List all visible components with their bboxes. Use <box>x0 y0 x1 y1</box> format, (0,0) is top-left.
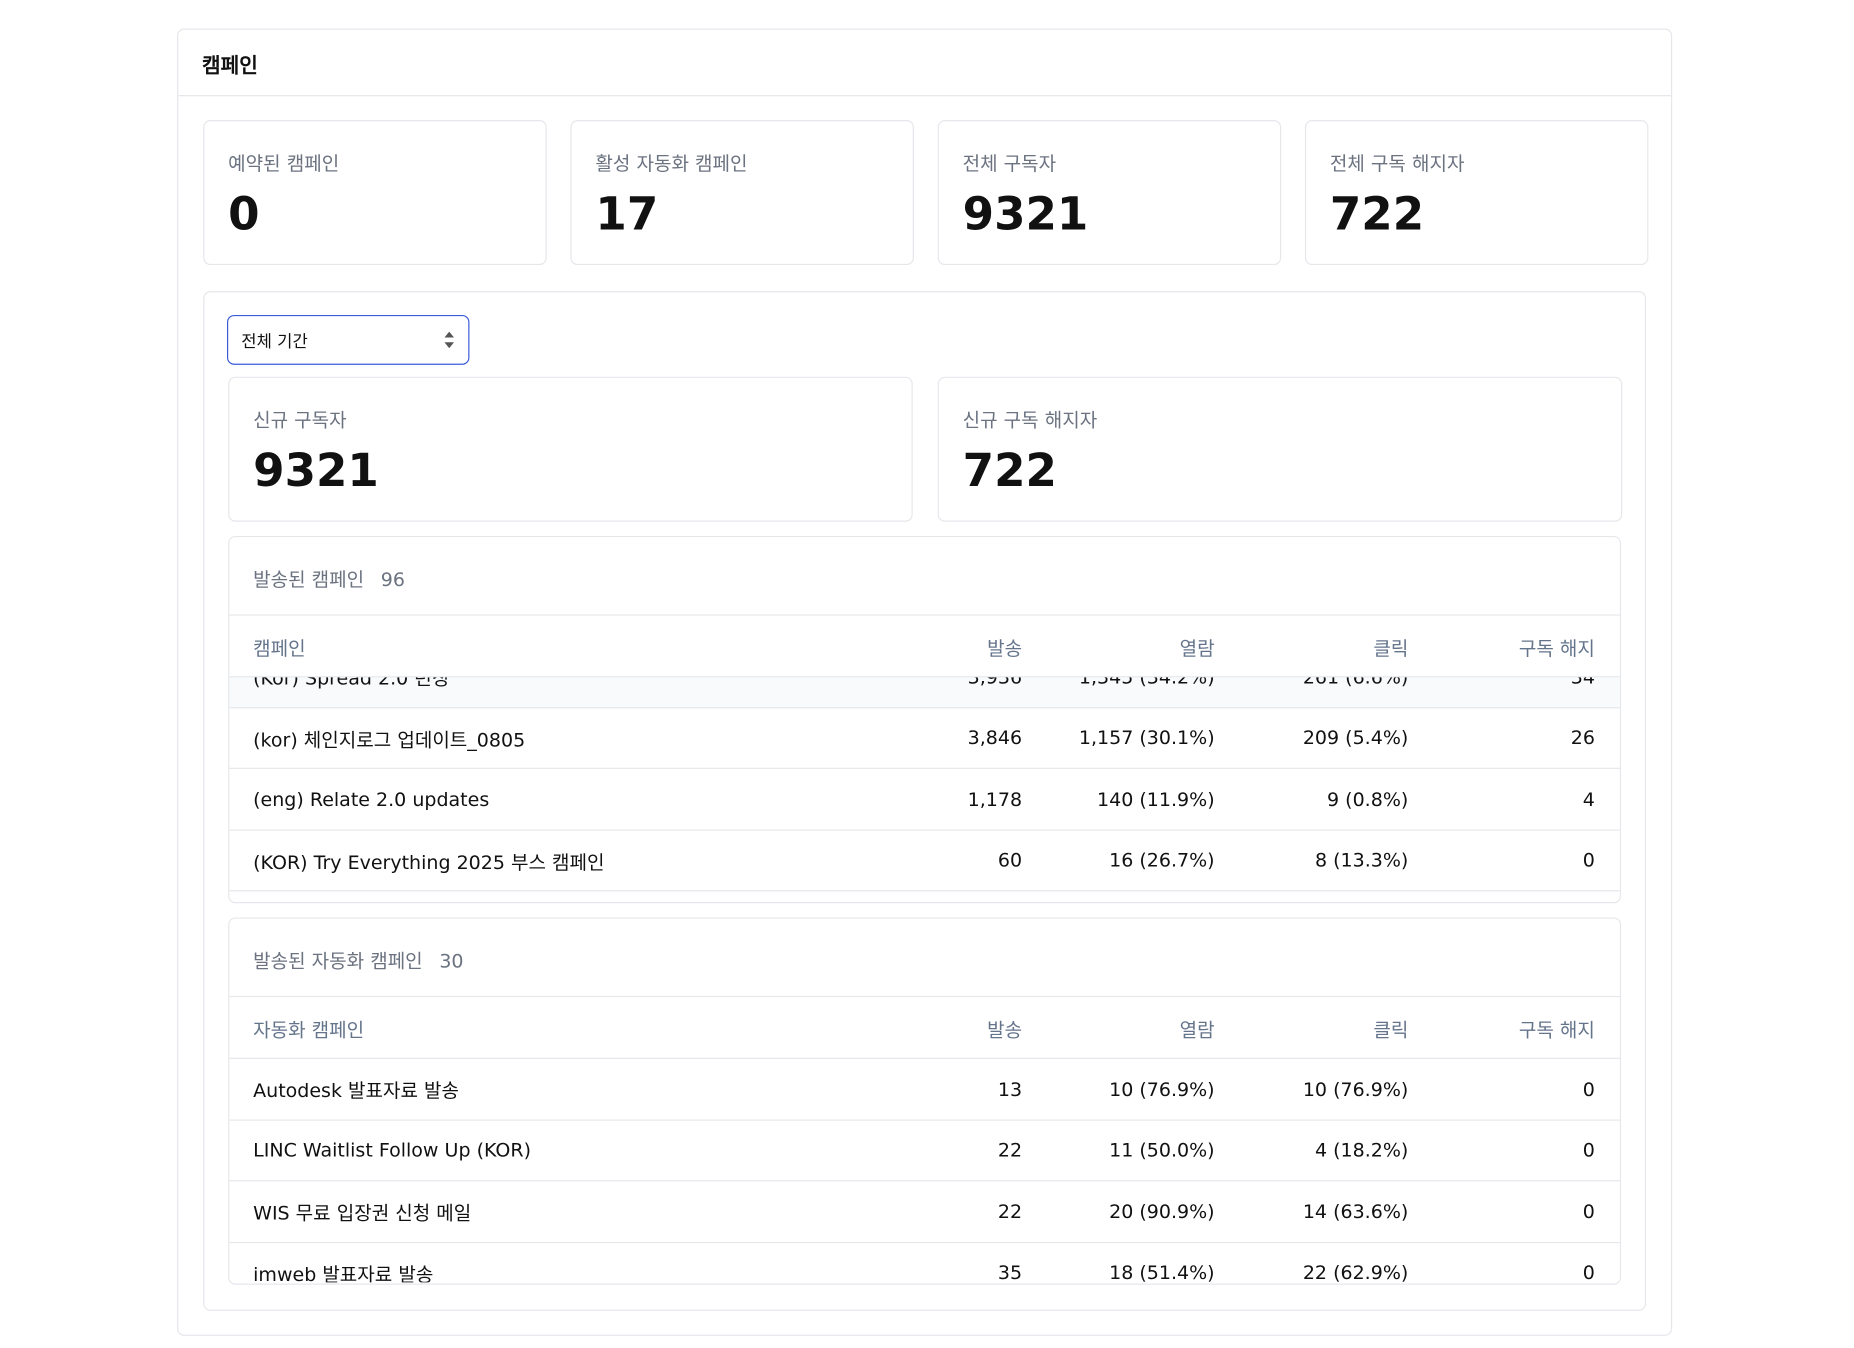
stat-label: 신규 구독자 <box>253 408 347 432</box>
column-label: 열람 <box>1179 636 1215 660</box>
campaign-panel: 캠페인 <box>177 28 1673 1336</box>
cell: (eng) Relate 2.0 updates <box>253 787 490 811</box>
column-header: 캠페인 발송 열람 클릭 구독 해지 <box>229 616 1620 678</box>
column-label: 구독 해지 <box>1518 1017 1595 1041</box>
cell: (kor) 체인지로그 업데이트_0805 <box>253 728 526 751</box>
cell: Autodesk 발표자료 발송 <box>253 1079 460 1102</box>
cell: 14 (63.6%) <box>1302 1200 1409 1223</box>
table-row[interactable]: (kor) 체인지로그 업데이트_0805 3,846 1,157 (30.1%) 2… <box>229 708 1620 769</box>
cell: 20 (90.9%) <box>1109 1200 1215 1223</box>
table-body: Autodesk 발표자료 발송 13 10 (76.9%) 10 (76.9%) 0 L… <box>229 1059 1620 1283</box>
stat-label: 전체 구독 해지자 <box>1329 152 1465 175</box>
stat-label: 활성 자동화 캠페인 <box>595 152 748 175</box>
title: 발송된 자동화 캠페인 <box>253 949 423 973</box>
cell: 4 <box>1582 787 1595 811</box>
table-row[interactable]: (Kor) Spread 2.0 런칭 3,9361,345 (34.2%)261… <box>229 677 1620 708</box>
cell: 26 <box>1570 726 1595 750</box>
cell: 18 (51.4%) <box>1109 1261 1215 1283</box>
cell: 140 (11.9%) <box>1097 787 1215 811</box>
cell: 0 <box>1582 1077 1595 1101</box>
cell: LINC Waitlist Follow Up (KOR) <box>253 1138 532 1162</box>
table-title: 발송된 자동화 캠페인 30 <box>229 919 1620 998</box>
cell: 3,846 <box>967 726 1023 750</box>
cell: WIS 무료 입장권 신청 메일 <box>253 1201 472 1225</box>
stat-value: 9321 <box>962 187 1089 241</box>
cell: (Kor) Spread 2.0 런칭 <box>253 677 450 690</box>
title: 발송된 캠페인 <box>253 568 365 591</box>
cell: 22 (62.9%) <box>1302 1261 1409 1283</box>
cell: 10 (76.9%) <box>1302 1077 1409 1101</box>
column-label: 발송 <box>987 636 1023 660</box>
cell: 9 (0.8%) <box>1327 787 1409 811</box>
select-arrows <box>444 331 454 349</box>
campaigns-table: 발송된 캠페인 96 캠페인 발송 열람 클릭 구독 해지 (Kor) Spread 2.0 … <box>228 535 1622 904</box>
cell: 1,178 <box>967 787 1023 811</box>
stat-value: 9321 <box>253 444 379 497</box>
stat-card: 예약된 캠페인 0 <box>203 120 547 266</box>
cell: 22 <box>997 1138 1023 1162</box>
stat-card: 전체 구독 해지자 722 <box>1304 120 1649 266</box>
table-row[interactable]: WIS 무료 입장권 신청 메일 22 20 (90.9%) 14 (63.6%) 0 <box>229 1181 1620 1243</box>
cell: imweb 발표자료 발송 <box>253 1263 434 1283</box>
table-row[interactable]: LINC Waitlist Follow Up (KOR) 22 11 (50.0%… <box>229 1120 1620 1182</box>
cell: 4 (18.2%) <box>1314 1138 1409 1162</box>
stat-card: 전체 구독자 9321 <box>937 120 1282 266</box>
cell: 3,936 <box>879 677 1022 687</box>
cell: 1,157 (30.1%) <box>1078 726 1215 750</box>
automations-table: 발송된 자동화 캠페인 30 자동화 캠페인 발송 열람 클릭 구독 해지 Autodesk … <box>228 917 1622 1285</box>
column-label: 열람 <box>1179 1017 1215 1041</box>
stat-label: 신규 구독 해지자 <box>962 408 1098 432</box>
table-row[interactable]: (eng) Relate 2.0 updates 1,178 140 (11.9%)… <box>229 769 1620 831</box>
cell: 22 <box>997 1200 1023 1223</box>
count: 30 <box>439 949 464 973</box>
select-value: 전체 기간 <box>241 332 308 352</box>
cell: 60 <box>997 848 1023 872</box>
period-select[interactable]: 전체 기간 <box>226 314 470 365</box>
rows: (Kor) Spread 2.0 런칭3,9361,345 (34.2%)261… <box>229 677 1620 892</box>
column-label: 구독 해지 <box>1518 636 1595 660</box>
cell: 0 <box>1582 848 1595 872</box>
cell: 209 (5.4%) <box>1302 726 1409 750</box>
column-label: 발송 <box>987 1017 1023 1041</box>
cell: 16 (26.7%) <box>1109 848 1215 872</box>
table-body: (Kor) Spread 2.0 런칭3,9361,345 (34.2%)261… <box>229 677 1620 900</box>
cell: 261 (6.6%) <box>1215 677 1408 687</box>
table-row[interactable]: (KOR) Try Everything 2025 부스 캠페인 60 16 (26… <box>229 830 1620 892</box>
cell: 0 <box>1582 1261 1595 1283</box>
stat-value: 17 <box>595 187 659 241</box>
cell: 10 (76.9%) <box>1109 1077 1215 1101</box>
stat-label: 전체 구독자 <box>962 152 1057 175</box>
cell: 11 (50.0%) <box>1109 1138 1215 1162</box>
column-label: 클릭 <box>1373 1017 1409 1041</box>
table-row[interactable]: Autodesk 발표자료 발송 13 10 (76.9%) 10 (76.9%) 0 <box>229 1059 1620 1121</box>
cell: 0 <box>1582 1138 1595 1162</box>
cell: (KOR) Try Everything 2025 부스 캠페인 <box>253 850 605 874</box>
table-row[interactable]: imweb 발표자료 발송 35 18 (51.4%) 22 (62.9%) 0 <box>229 1243 1619 1283</box>
stat-label: 예약된 캠페인 <box>228 152 340 175</box>
count: 96 <box>380 568 405 591</box>
stat-card: 활성 자동화 캠페인 17 <box>570 120 914 266</box>
column-label: 캠페인 <box>253 636 306 660</box>
column-header: 자동화 캠페인 발송 열람 클릭 구독 해지 <box>229 997 1620 1059</box>
new-stat-card: 신규 구독자 9321 <box>228 376 913 522</box>
rows: Autodesk 발표자료 발송 13 10 (76.9%) 10 (76.9%) 0 L… <box>229 1059 1620 1283</box>
cell: 13 <box>997 1077 1023 1101</box>
panel-title: 캠페인 <box>178 30 1671 97</box>
column-label: 자동화 캠페인 <box>253 1017 365 1041</box>
cell: 35 <box>997 1261 1023 1283</box>
cell: 0 <box>1582 1200 1595 1223</box>
stat-value: 0 <box>228 187 260 241</box>
stat-value: 722 <box>962 444 1057 497</box>
cell: 1,345 (34.2%) <box>1022 677 1215 687</box>
new-stat-card: 신규 구독 해지자 722 <box>937 376 1623 522</box>
cell: 8 (13.3%) <box>1314 848 1409 872</box>
column-label: 클릭 <box>1373 636 1409 660</box>
stat-value: 722 <box>1329 187 1425 241</box>
cell: 34 <box>1408 677 1595 687</box>
table-title: 발송된 캠페인 96 <box>229 537 1620 616</box>
